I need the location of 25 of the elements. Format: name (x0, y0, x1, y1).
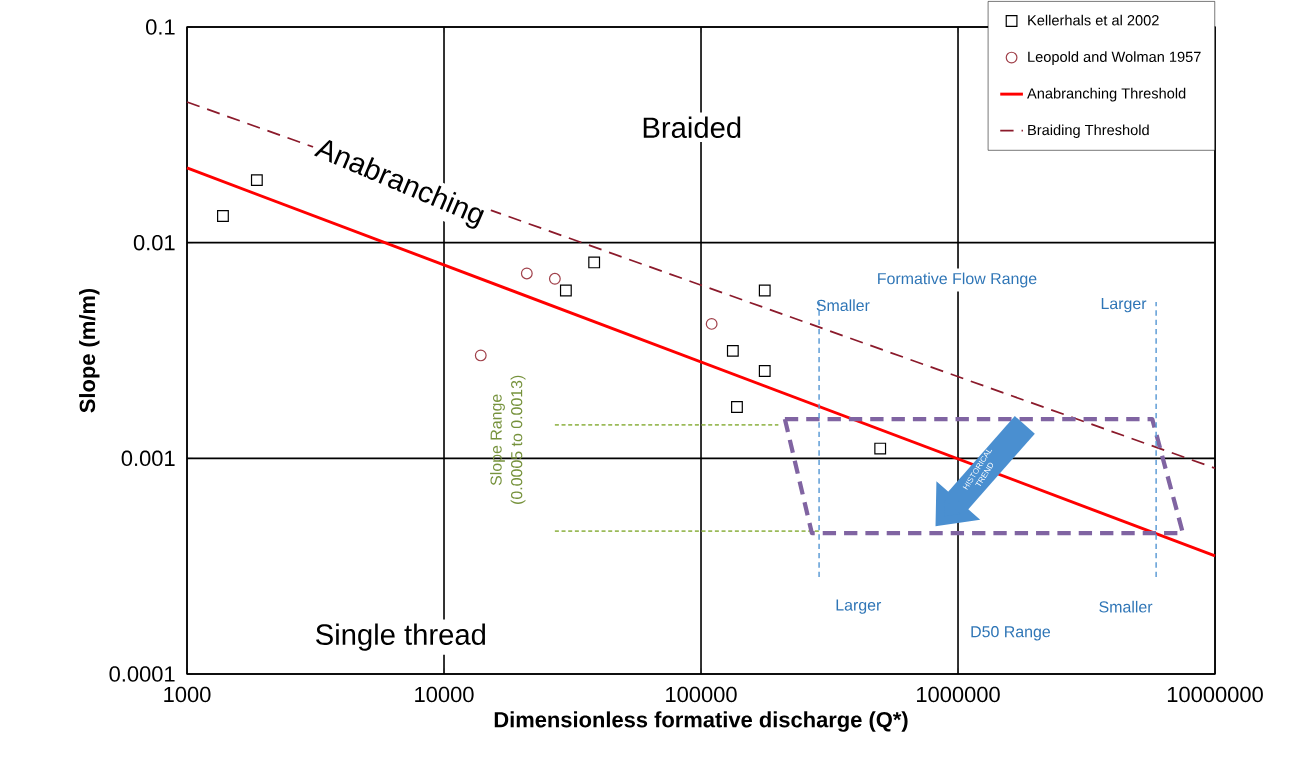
y-tick-label: 0.001 (121, 450, 175, 467)
legend-label: Anabranching Threshold (1027, 87, 1186, 102)
legend-label: Kellerhals et al 2002 (1028, 14, 1159, 26)
x-tick-label: 1000 (164, 686, 211, 703)
annotation: D50 Range (971, 626, 1051, 641)
annotation: Single thread (316, 623, 485, 651)
annotation: Larger (1101, 298, 1147, 313)
annotation: Larger (836, 599, 882, 614)
x-axis-title: Dimensionless formative discharge (Q*) (494, 711, 908, 732)
x-tick-label: 1000000 (917, 686, 1000, 703)
x-tick-label: 10000 (415, 686, 474, 703)
annotation: Slope Range (490, 394, 505, 486)
annotation: Smaller (816, 299, 870, 312)
annotation: Formative Flow Range (878, 272, 1037, 288)
y-axis-title: Slope (m/m) (79, 288, 100, 413)
annotation: Braided (643, 116, 741, 139)
legend-label: Leopold and Wolman 1957 (1028, 51, 1201, 65)
annotation: (0.0005 to 0.0013) (510, 375, 526, 504)
x-tick-label: 10000000 (1167, 686, 1263, 703)
x-tick-label: 100000 (666, 686, 737, 703)
y-tick-label: 0.1 (146, 19, 175, 35)
annotation: Smaller (1099, 600, 1153, 613)
legend-label: Braiding Threshold (1028, 124, 1149, 138)
y-tick-label: 0.01 (133, 234, 175, 251)
y-tick-label: 0.0001 (109, 666, 175, 682)
